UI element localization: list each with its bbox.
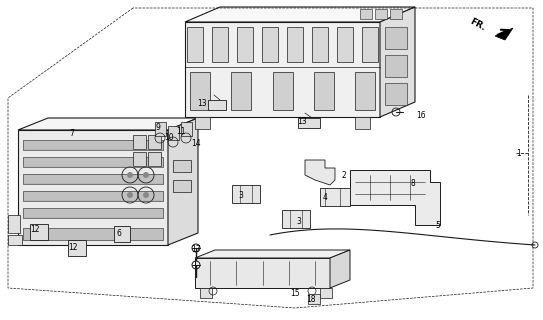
- Text: 14: 14: [191, 139, 201, 148]
- Polygon shape: [385, 55, 407, 77]
- Text: 3: 3: [238, 191, 243, 201]
- Polygon shape: [312, 27, 328, 62]
- Text: 7: 7: [70, 130, 74, 139]
- Polygon shape: [375, 9, 387, 19]
- Polygon shape: [495, 28, 513, 40]
- Polygon shape: [355, 117, 370, 129]
- Polygon shape: [185, 22, 380, 117]
- Text: FR.: FR.: [468, 17, 487, 33]
- Text: 13: 13: [197, 99, 207, 108]
- Polygon shape: [8, 215, 20, 233]
- Polygon shape: [148, 152, 161, 166]
- Text: 3: 3: [296, 218, 301, 227]
- Text: 1: 1: [516, 148, 521, 157]
- Polygon shape: [282, 210, 310, 228]
- Polygon shape: [262, 27, 278, 62]
- Text: 9: 9: [155, 124, 160, 132]
- Text: 8: 8: [411, 180, 415, 188]
- Polygon shape: [133, 135, 146, 149]
- Polygon shape: [385, 27, 407, 49]
- Polygon shape: [30, 224, 48, 240]
- Polygon shape: [23, 157, 163, 167]
- Polygon shape: [305, 160, 335, 185]
- Text: 12: 12: [30, 225, 40, 234]
- Polygon shape: [23, 228, 163, 240]
- Polygon shape: [168, 126, 179, 140]
- Text: 15: 15: [290, 289, 300, 298]
- Polygon shape: [195, 117, 210, 129]
- Polygon shape: [173, 180, 191, 192]
- Polygon shape: [23, 208, 163, 218]
- Circle shape: [143, 192, 149, 198]
- Text: 18: 18: [306, 295, 315, 305]
- Text: 16: 16: [416, 111, 426, 121]
- Polygon shape: [155, 122, 166, 136]
- Polygon shape: [23, 140, 163, 150]
- Polygon shape: [298, 118, 320, 128]
- Polygon shape: [23, 191, 163, 201]
- Polygon shape: [237, 27, 253, 62]
- Text: 17: 17: [191, 244, 201, 253]
- Text: 6: 6: [117, 228, 122, 237]
- Polygon shape: [330, 250, 350, 288]
- Polygon shape: [320, 288, 332, 298]
- Polygon shape: [355, 72, 375, 110]
- Text: 10: 10: [164, 132, 174, 141]
- Polygon shape: [18, 118, 198, 130]
- Text: 12: 12: [68, 243, 78, 252]
- Polygon shape: [390, 9, 402, 19]
- Circle shape: [127, 192, 133, 198]
- Polygon shape: [385, 83, 407, 105]
- Polygon shape: [185, 7, 415, 22]
- Polygon shape: [114, 226, 130, 242]
- Polygon shape: [18, 130, 168, 245]
- Polygon shape: [308, 294, 320, 304]
- Text: 4: 4: [323, 193, 327, 202]
- Polygon shape: [168, 118, 198, 245]
- Polygon shape: [195, 250, 350, 258]
- Polygon shape: [187, 27, 203, 62]
- Polygon shape: [350, 170, 440, 225]
- Polygon shape: [380, 7, 415, 117]
- Text: 11: 11: [176, 126, 186, 135]
- Polygon shape: [231, 72, 251, 110]
- Polygon shape: [212, 27, 228, 62]
- Polygon shape: [320, 188, 350, 206]
- Polygon shape: [200, 288, 212, 298]
- Circle shape: [127, 172, 133, 178]
- Circle shape: [143, 172, 149, 178]
- Polygon shape: [337, 27, 353, 62]
- Polygon shape: [360, 9, 372, 19]
- Polygon shape: [181, 122, 192, 136]
- Polygon shape: [208, 100, 226, 110]
- Polygon shape: [362, 27, 378, 62]
- Polygon shape: [173, 160, 191, 172]
- Polygon shape: [287, 27, 303, 62]
- Polygon shape: [232, 185, 260, 203]
- Polygon shape: [190, 72, 210, 110]
- Text: 2: 2: [342, 171, 346, 180]
- Polygon shape: [23, 174, 163, 184]
- Polygon shape: [195, 258, 330, 288]
- Text: 13: 13: [297, 117, 307, 126]
- Polygon shape: [68, 240, 86, 256]
- Text: 5: 5: [435, 221, 440, 230]
- Polygon shape: [273, 72, 293, 110]
- Polygon shape: [314, 72, 334, 110]
- Polygon shape: [133, 152, 146, 166]
- Polygon shape: [148, 135, 161, 149]
- Polygon shape: [8, 235, 22, 245]
